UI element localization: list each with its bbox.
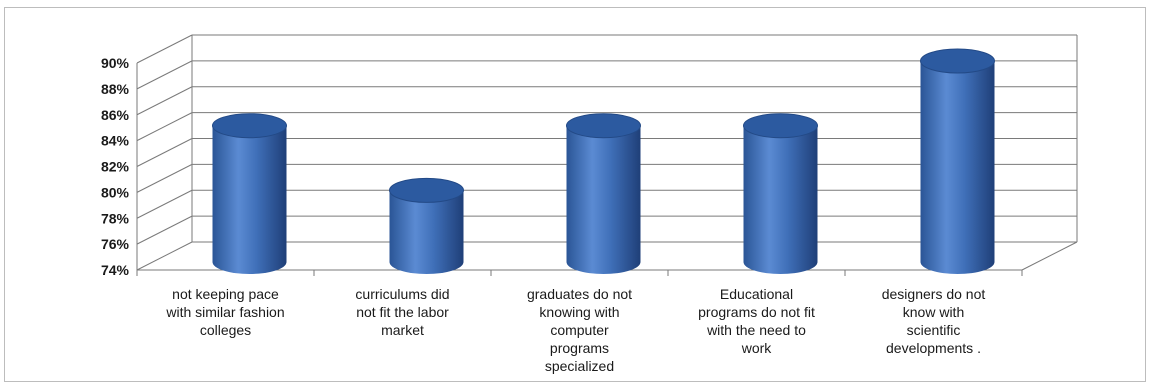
gridline-wall [136, 34, 193, 64]
y-tick-label: 76% [101, 236, 130, 252]
gridline-wall [136, 60, 193, 90]
bar-top [566, 113, 641, 139]
bars [212, 48, 995, 274]
bar-body [920, 61, 995, 274]
gridline-wall [136, 112, 193, 142]
bar-top [212, 113, 287, 139]
y-tick-label: 88% [101, 81, 130, 97]
gridline-wall [136, 138, 193, 167]
x-category-label: curriculums did not fit the labor market [355, 286, 449, 338]
bar-body [566, 125, 641, 274]
bar-top [920, 48, 995, 74]
chart-frame [4, 7, 1146, 382]
bar-body [212, 125, 287, 274]
bar-top [743, 113, 818, 139]
bar [389, 177, 464, 274]
gridline-wall [136, 163, 193, 193]
y-axis-ticks: 74% 76% 78% 80% 82% 84% 86% 88% 90% [101, 55, 130, 278]
bar [212, 113, 287, 274]
bar [566, 113, 641, 274]
x-category-label: not keeping pace with similar fashion coll… [165, 286, 284, 338]
floor-edge [1021, 241, 1078, 271]
y-tick-label: 78% [101, 210, 130, 226]
y-tick-label: 82% [101, 159, 130, 175]
y-tick-label: 84% [101, 133, 130, 149]
x-category-label: designers do not know with scientific devel… [882, 286, 986, 356]
x-category-label: Educational programs do not fit with the n… [698, 286, 815, 356]
y-tick-label: 80% [101, 184, 130, 200]
x-category-label: graduates do not knowing with computer prog… [527, 286, 632, 374]
y-tick-label: 74% [101, 262, 130, 278]
bar-body [389, 190, 464, 274]
bar [920, 48, 995, 274]
y-tick-label: 86% [101, 107, 130, 123]
bar [743, 113, 818, 274]
x-axis-categories: not keeping pace with similar fashion coll… [165, 286, 985, 374]
bar-top [389, 177, 464, 203]
y-tick-label: 90% [101, 55, 130, 71]
gridline-wall [136, 189, 193, 219]
gridline-wall [136, 86, 193, 116]
bar-body [743, 125, 818, 274]
gridline-wall [136, 215, 193, 245]
gridline-wall [136, 241, 193, 271]
